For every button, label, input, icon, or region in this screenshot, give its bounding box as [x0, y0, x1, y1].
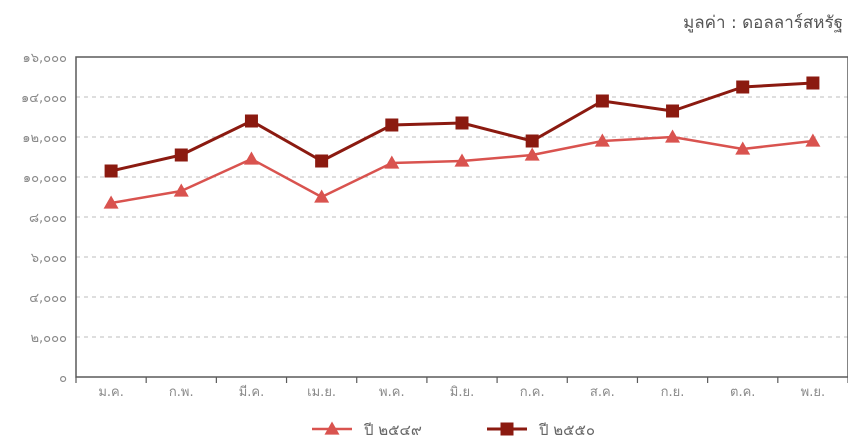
data-point [103, 195, 119, 209]
data-point [174, 148, 188, 162]
y-tick-label: ๑๖,๐๐๐ [23, 51, 68, 66]
data-point [384, 155, 400, 169]
legend-swatch-marker [324, 421, 340, 435]
plot-frame [75, 56, 848, 378]
x-tick-label: พ.ค. [379, 385, 405, 400]
y-tick-label: ๑๒,๐๐๐ [22, 131, 67, 146]
x-tick-label: ก.ค. [520, 385, 545, 400]
data-point [736, 80, 750, 94]
legend-label: ปี ๒๕๔๙ [363, 421, 422, 439]
data-point [735, 141, 751, 155]
x-tick-label: ส.ค. [590, 385, 615, 400]
y-tick-label: ๑๐,๐๐๐ [23, 171, 67, 186]
x-tick-label: ม.ค. [98, 385, 124, 400]
data-point [173, 183, 189, 197]
gridlines [76, 96, 848, 338]
data-point [665, 129, 681, 143]
data-point [595, 94, 609, 108]
data-point [525, 134, 539, 148]
x-tick-label: เม.ย. [307, 385, 336, 400]
x-axis: ม.ค. ก.พ. มี.ค. เม.ย. พ.ค. มิ.ย. ก.ค. ส.ค. ก.ย. ต… [75, 377, 848, 400]
unit-label: มูลค่า : ดอลลาร์สหรัฐ [683, 13, 843, 33]
x-tick-label: ก.ย. [661, 385, 685, 400]
series-layer [103, 76, 821, 209]
data-point [594, 133, 610, 147]
x-tick-label: ก.พ. [169, 385, 194, 400]
series-2 [104, 76, 820, 178]
legend: ปี ๒๕๔๙ ปี ๒๕๕๐ [312, 421, 595, 439]
data-point [524, 147, 540, 161]
y-tick-label: ๘,๐๐๐ [29, 211, 67, 226]
x-tick-label: มิ.ย. [450, 385, 474, 400]
data-point [805, 133, 821, 147]
data-point [806, 76, 820, 90]
data-point [385, 118, 399, 132]
data-point [314, 189, 330, 203]
y-tick-label: ๔,๐๐๐ [29, 291, 67, 306]
x-tick-label: มี.ค. [239, 384, 265, 400]
series-1 [103, 129, 821, 209]
y-tick-label: ๐ [59, 371, 67, 386]
data-point [244, 114, 258, 128]
series-line [110, 135, 814, 205]
data-point [243, 151, 259, 165]
x-tick-label: พ.ย. [801, 385, 825, 400]
legend-entry-1: ปี ๒๕๔๙ [312, 421, 422, 439]
legend-entry-2: ปี ๒๕๕๐ [487, 421, 595, 439]
legend-swatch-marker [500, 422, 514, 436]
y-tick-label: ๖,๐๐๐ [31, 251, 67, 266]
x-tick-label: ต.ค. [730, 385, 755, 400]
data-point [104, 164, 118, 178]
y-tick-label: ๑๔,๐๐๐ [21, 91, 67, 106]
data-point [454, 153, 470, 167]
data-point [455, 116, 469, 130]
y-axis: ๐ ๒,๐๐๐ ๔,๐๐๐ ๖,๐๐๐ ๘,๐๐๐ ๑๐,๐๐๐ ๑๒,๐๐๐ ๑๔,๐๐๐ ๑… [21, 51, 67, 386]
y-tick-label: ๒,๐๐๐ [30, 331, 67, 346]
data-point [666, 104, 680, 118]
legend-label: ปี ๒๕๕๐ [538, 421, 595, 439]
data-point [315, 154, 329, 168]
